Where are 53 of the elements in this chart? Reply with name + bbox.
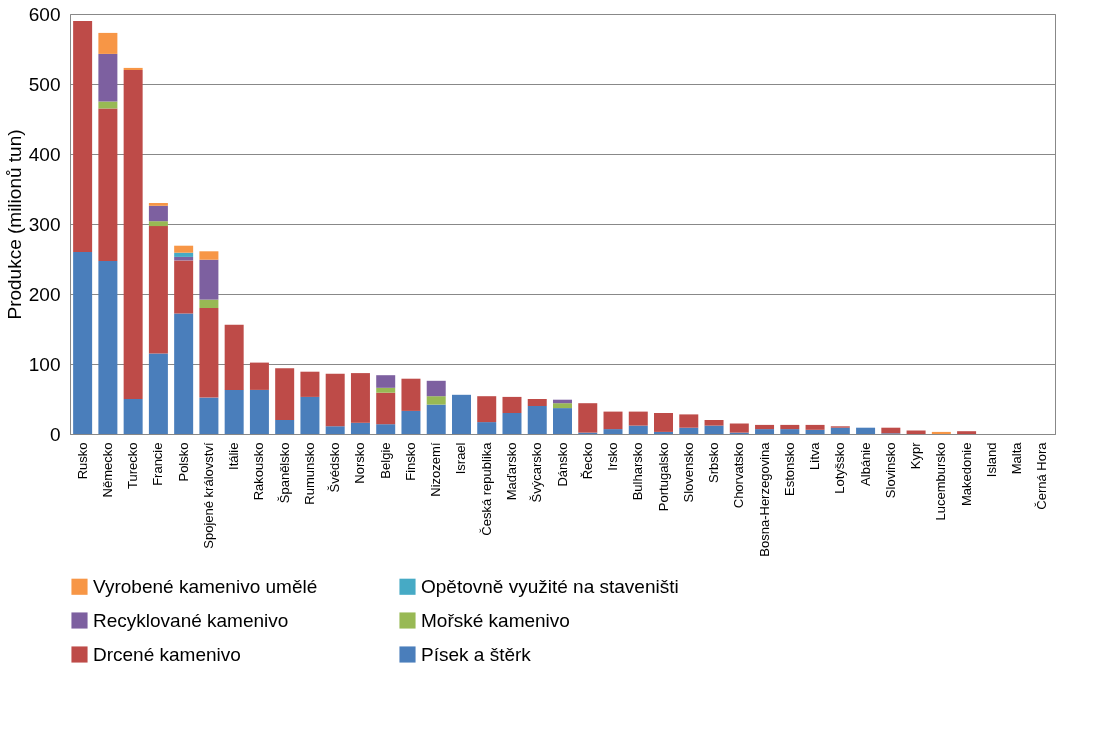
x-tick-label: Bosna-Herzegovina (756, 441, 772, 557)
x-tick-label: Černá Hora (1034, 441, 1050, 510)
legend-label: Písek a štěrk (421, 643, 532, 665)
x-tick-label: Nizozemí (428, 442, 444, 497)
x-tick-label: Rakousko (251, 442, 267, 501)
x-tick-label: Rumunsko (301, 442, 317, 505)
y-tick-label: 200 (28, 283, 61, 305)
x-tick-label: Španělsko (276, 442, 292, 504)
y-tick-label: 100 (28, 353, 61, 375)
x-tick-label: Turecko (125, 442, 141, 489)
x-tick-label: Slovensko (680, 442, 696, 503)
y-tick-label: 400 (28, 143, 61, 165)
x-tick-label: Makedonie (958, 442, 974, 507)
legend-label: Recyklované kamenivo (93, 609, 289, 631)
x-tick-label: Finsko (402, 442, 418, 481)
x-tick-label: Israel (453, 442, 469, 475)
y-tick-label: 0 (49, 423, 61, 445)
x-tick-label: Rusko (74, 442, 90, 480)
x-tick-label: Srbsko (706, 442, 722, 483)
legend-label: Vyrobené kamenivo umělé (93, 575, 318, 597)
legend-label: Drcené kamenivo (93, 643, 241, 665)
x-tick-label: Lotyšsko (832, 442, 848, 494)
x-tick-label: Island (983, 442, 999, 478)
x-tick-label: Portugalsko (655, 442, 671, 512)
x-tick-label: Řecko (579, 442, 595, 480)
x-tick-label: Belgie (377, 442, 393, 479)
x-tick-label: Norsko (352, 442, 368, 484)
x-tick-label: Švédsko (327, 442, 343, 493)
y-axis-title: Produkce (milionů tun) (3, 129, 25, 320)
y-tick-label: 600 (28, 3, 61, 25)
x-tick-label: Dánsko (554, 442, 570, 487)
x-tick-label: Chorvatsko (731, 442, 747, 509)
x-tick-label: Malta (1009, 441, 1025, 475)
x-tick-label: Lucembursko (933, 442, 949, 521)
x-tick-label: Albánie (857, 442, 873, 486)
x-tick-label: Česká republika (478, 441, 494, 536)
x-tick-label: Švýcarsko (529, 442, 545, 503)
x-tick-label: Slovinsko (882, 442, 898, 499)
x-tick-label: Polsko (175, 442, 191, 482)
x-tick-label: Německo (99, 442, 115, 498)
x-tick-label: Estonsko (781, 442, 797, 496)
y-tick-label: 500 (28, 73, 61, 95)
x-tick-label: Maďarsko (503, 442, 519, 501)
x-tick-label: Irsko (605, 442, 621, 471)
x-tick-label: Bulharsko (630, 442, 646, 501)
x-tick-label: Litva (807, 441, 823, 470)
legend-label: Mořské kamenivo (421, 609, 570, 631)
legend-label: Opětovně využité na staveništi (421, 575, 679, 597)
x-tick-label: Francie (150, 442, 166, 486)
x-tick-label: Spojené království (200, 442, 216, 549)
x-tick-label: Kypr (908, 441, 924, 470)
y-tick-label: 300 (28, 213, 61, 235)
x-tick-label: Itálie (226, 442, 242, 470)
